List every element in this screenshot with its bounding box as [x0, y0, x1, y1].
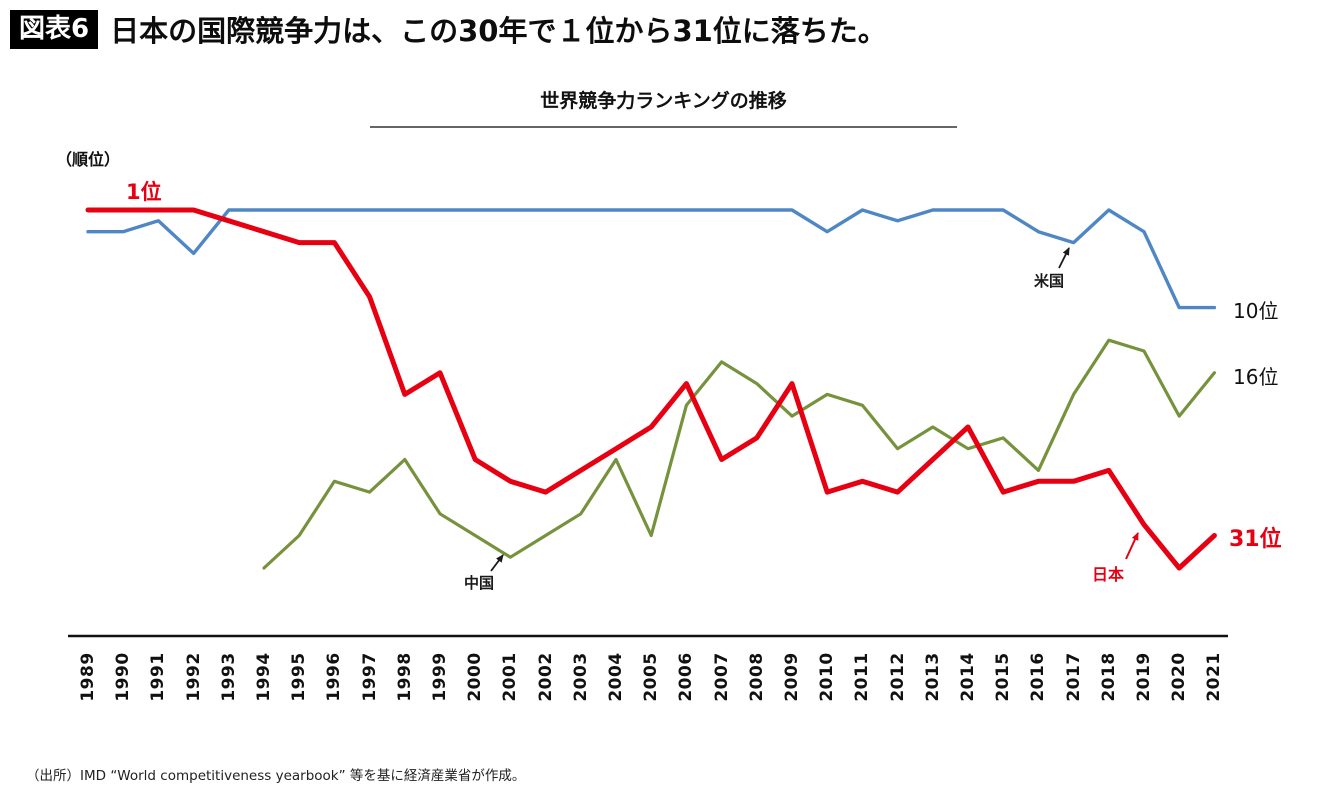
japan-start-rank-label: 1位 — [126, 180, 162, 204]
figure-header: 図表6 日本の国際競争力は、この30年で１位から31位に落ちた。 — [10, 8, 887, 50]
figure-number-badge: 図表6 — [10, 9, 99, 49]
china-end-rank-label: 16位 — [1233, 365, 1279, 389]
china-line — [262, 338, 1217, 570]
japan-line — [85, 207, 1217, 571]
usa-annotation-label: 米国 — [1034, 272, 1065, 290]
chart-title: 世界競争力ランキングの推移 — [540, 90, 787, 112]
china-annotation-label: 中国 — [464, 574, 495, 592]
china-annotation-arrow — [490, 554, 504, 572]
usa-end-rank-label: 10位 — [1233, 299, 1279, 323]
page-title: 日本の国際競争力は、この30年で１位から31位に落ちた。 — [110, 14, 887, 48]
japan-annotation-arrow — [1125, 532, 1139, 560]
usa-line — [86, 208, 1217, 310]
source-note: （出所）IMD “World competitiveness yearbook”… — [26, 768, 526, 784]
usa-annotation-arrow — [1058, 247, 1070, 269]
y-axis-label: （順位） — [56, 150, 121, 169]
japan-end-rank-label: 31位 — [1229, 527, 1282, 552]
japan-annotation-label: 日本 — [1092, 565, 1125, 584]
